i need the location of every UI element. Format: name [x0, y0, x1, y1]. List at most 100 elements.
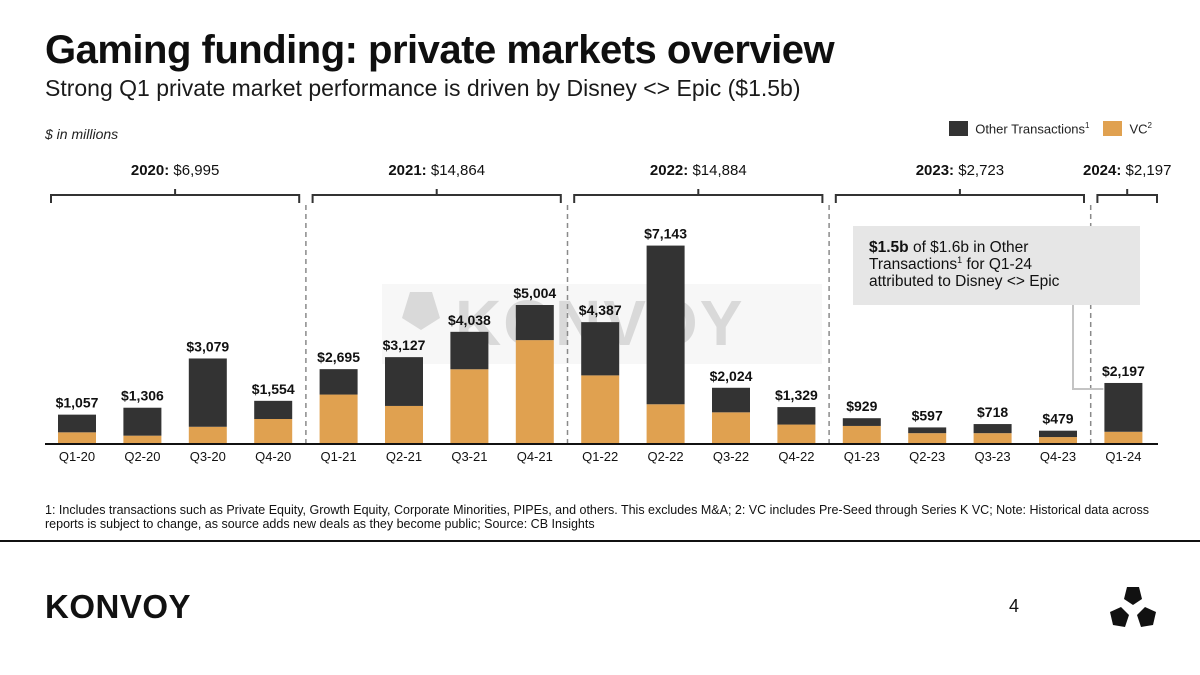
legend-item-other: Other Transactions1 — [949, 121, 1089, 136]
bracket-2023 — [834, 189, 1085, 203]
total-label-q4-21: $5,004 — [513, 285, 556, 301]
bar-vc-q1-22 — [581, 375, 620, 444]
bracket-2020 — [50, 189, 301, 203]
year-total-2023: 2023: $2,723 — [916, 162, 1004, 179]
total-label-q3-22: $2,024 — [710, 368, 753, 384]
units-label: $ in millions — [45, 126, 119, 142]
bar-vc-q1-24 — [1104, 431, 1143, 444]
tick-label-q2-21: Q2-21 — [386, 449, 422, 464]
callout-box — [853, 226, 1140, 305]
callout-line-2: Transactions1 for Q1-24 — [869, 255, 1032, 273]
bar-other-q4-23 — [1039, 430, 1077, 438]
bracket-2024 — [1096, 189, 1158, 203]
total-label-q2-23: $597 — [912, 407, 943, 423]
total-label-q4-23: $479 — [1042, 411, 1073, 427]
tick-label-q3-21: Q3-21 — [451, 449, 487, 464]
footer-divider — [0, 540, 1200, 542]
footnote: 1: Includes transactions such as Private… — [45, 503, 1149, 531]
total-label-q1-24: $2,197 — [1102, 363, 1145, 379]
legend-label-other: Other Transactions1 — [975, 121, 1090, 137]
bar-vc-q3-20 — [188, 426, 227, 444]
bar-vc-q4-22 — [777, 424, 816, 444]
bracket-2021 — [311, 189, 562, 203]
year-brackets: 2020: $6,995 2021: $14,864 2022: $14,884 20… — [50, 162, 1171, 203]
bar-vc-q2-21 — [385, 405, 423, 444]
tick-label-q4-21: Q4-21 — [517, 449, 553, 464]
tick-label-q2-23: Q2-23 — [909, 449, 945, 464]
legend-swatch-vc — [1103, 121, 1123, 137]
bar-vc-q4-21 — [515, 340, 554, 444]
bar-other-q4-20 — [254, 400, 293, 419]
callout-line-3: attributed to Disney <> Epic — [869, 273, 1060, 290]
bar-other-q1-24 — [1104, 382, 1143, 432]
bar-vc-q2-23 — [908, 433, 947, 444]
page-subtitle: Strong Q1 private market performance is … — [45, 75, 801, 101]
bar-vc-q1-23 — [842, 425, 881, 444]
bar-vc-q3-22 — [712, 412, 750, 444]
tick-label-q3-20: Q3-20 — [190, 449, 226, 464]
chart-legend: Other Transactions1 VC2 — [949, 121, 1152, 136]
tick-label-q2-22: Q2-22 — [648, 449, 684, 464]
bars — [58, 245, 1143, 444]
tick-label-q1-23: Q1-23 — [844, 449, 880, 464]
legend-swatch-other — [949, 121, 969, 137]
page-number: 4 — [1009, 596, 1020, 616]
bar-other-q3-20 — [188, 358, 227, 427]
callout-line-1: $1.5b of $1.6b in Other — [869, 239, 1028, 256]
total-label-q3-23: $718 — [977, 404, 1008, 420]
tick-label-q1-21: Q1-21 — [321, 449, 357, 464]
tick-label-q3-23: Q3-23 — [975, 449, 1011, 464]
bar-other-q3-21 — [450, 331, 489, 370]
bar-other-q3-22 — [712, 387, 750, 413]
total-label-q3-21: $4,038 — [448, 312, 491, 328]
tick-label-q3-22: Q3-22 — [713, 449, 749, 464]
total-label-q1-20: $1,057 — [56, 395, 99, 411]
year-total-2021: 2021: $14,864 — [388, 162, 485, 179]
total-label-q1-22: $4,387 — [579, 302, 622, 318]
bar-other-q2-23 — [908, 427, 947, 434]
bracket-2022 — [573, 189, 824, 203]
bar-other-q3-23 — [973, 424, 1012, 434]
bar-other-q1-21 — [319, 369, 358, 395]
callout-connector — [1072, 305, 1104, 390]
total-label-q4-20: $1,554 — [252, 381, 295, 397]
year-dividers — [305, 205, 1092, 444]
bar-other-q1-23 — [842, 418, 881, 426]
year-total-2020: 2020: $6,995 — [131, 162, 219, 179]
total-label-q2-21: $3,127 — [383, 337, 426, 353]
konvoy-mark-icon — [1110, 587, 1156, 627]
total-label-q4-22: $1,329 — [775, 387, 818, 403]
total-label-q3-20: $3,079 — [186, 338, 229, 354]
x-axis: Q1-20 Q2-20 Q3-20 Q4-20 Q1-21 Q2-21 Q3-21 Q4-21… — [45, 443, 1158, 464]
bar-other-q1-22 — [581, 322, 620, 376]
tick-label-q4-20: Q4-20 — [255, 449, 291, 464]
bar-other-q2-20 — [123, 407, 162, 436]
bar-vc-q2-22 — [646, 404, 685, 444]
year-total-2024: 2024: $2,197 — [1083, 162, 1171, 179]
legend-item-vc: VC2 — [1103, 121, 1152, 136]
total-label-q1-21: $2,695 — [317, 349, 360, 365]
tick-label-q4-22: Q4-22 — [778, 449, 814, 464]
bar-other-q1-20 — [58, 414, 96, 433]
bar-vc-q1-20 — [58, 432, 96, 444]
bar-other-q4-22 — [777, 407, 816, 425]
bar-vc-q3-21 — [450, 369, 489, 444]
total-label-q1-23: $929 — [846, 398, 877, 414]
tick-label-q1-24: Q1-24 — [1105, 449, 1141, 464]
bar-other-q2-21 — [385, 357, 423, 406]
bar-other-q2-22 — [646, 245, 685, 405]
total-label-q2-20: $1,306 — [121, 388, 164, 404]
legend-label-vc: VC2 — [1129, 121, 1152, 137]
bar-other-q4-21 — [515, 305, 554, 341]
watermark-mark-icon — [402, 292, 440, 330]
year-total-2022: 2022: $14,884 — [650, 162, 747, 179]
page-title: Gaming funding: private markets overview — [45, 28, 835, 72]
bar-vc-q4-23 — [1039, 437, 1077, 444]
bar-vc-q2-20 — [123, 435, 162, 444]
bar-labels: $1,057 $1,306 $3,079 $1,554 $2,695 $3,127 $4,0… — [56, 226, 1145, 427]
total-label-q2-22: $7,143 — [644, 226, 687, 242]
bar-vc-q1-21 — [319, 394, 358, 444]
tick-label-q1-20: Q1-20 — [59, 449, 95, 464]
